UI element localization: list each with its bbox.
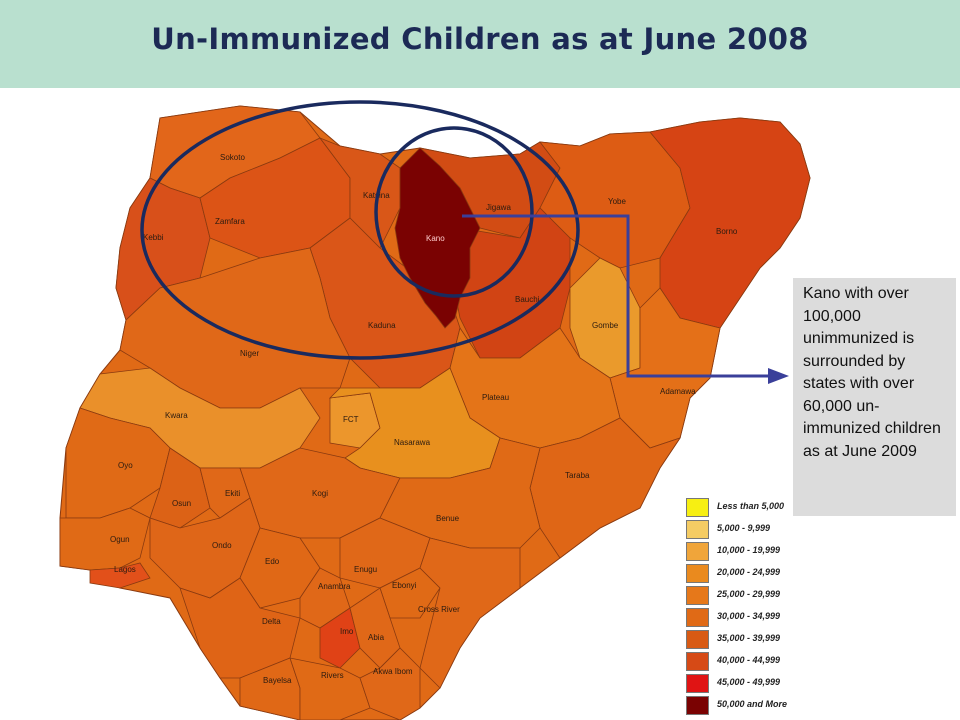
state-label-kwara: Kwara — [165, 411, 188, 420]
legend-item: Less than 5,000 — [683, 496, 791, 518]
title-bar: Un-Immunized Children as at June 2008 — [0, 0, 960, 88]
legend-swatch — [686, 542, 709, 561]
state-label-ogun: Ogun — [110, 535, 130, 544]
state-label-oyo: Oyo — [118, 461, 133, 470]
legend-item: 50,000 and More — [683, 694, 791, 716]
state-label-akwa-ibom: Akwa Ibom — [373, 667, 413, 676]
map-svg: Sokoto Zamfara Kebbi Katsina Kano Jigawa… — [59, 100, 811, 720]
legend-item: 45,000 - 49,999 — [683, 672, 791, 694]
state-delta — [179, 577, 301, 679]
legend-swatch — [686, 608, 709, 627]
legend-label: 45,000 - 49,999 — [717, 677, 781, 687]
state-label-kaduna: Kaduna — [368, 321, 396, 330]
legend-item: 5,000 - 9,999 — [683, 518, 791, 540]
inner-highlight-circle — [374, 126, 534, 298]
state-label-kogi: Kogi — [312, 489, 328, 498]
state-borno — [649, 117, 811, 329]
legend-label: 50,000 and More — [717, 699, 788, 709]
legend-swatch — [686, 630, 709, 649]
legend-swatch — [686, 586, 709, 605]
callout-note: Kano with over 100,000 unimmunized is su… — [793, 278, 956, 516]
state-label-ebonyi: Ebonyi — [392, 581, 417, 590]
state-label-bayelsa: Bayelsa — [263, 676, 292, 685]
slide-title: Un-Immunized Children as at June 2008 — [151, 22, 809, 56]
state-label-taraba: Taraba — [565, 471, 590, 480]
legend-item: 30,000 - 34,999 — [683, 606, 791, 628]
state-label-anambra: Anambra — [318, 582, 351, 591]
state-label-fct: FCT — [343, 415, 359, 424]
state-label-kebbi: Kebbi — [143, 233, 164, 242]
state-label-lagos: Lagos — [114, 565, 136, 574]
state-label-niger: Niger — [240, 349, 259, 358]
state-label-yobe: Yobe — [608, 197, 627, 206]
state-label-imo: Imo — [340, 627, 354, 636]
state-label-rivers: Rivers — [321, 671, 344, 680]
legend-label: 35,000 - 39,999 — [717, 633, 781, 643]
legend-item: 40,000 - 44,999 — [683, 650, 791, 672]
state-label-benue: Benue — [436, 514, 460, 523]
state-label-sokoto: Sokoto — [220, 153, 245, 162]
state-label-zamfara: Zamfara — [215, 217, 245, 226]
state-label-cross-river: Cross River — [418, 605, 460, 614]
legend-swatch — [686, 564, 709, 583]
legend-label: 10,000 - 19,999 — [717, 545, 781, 555]
state-label-ondo: Ondo — [212, 541, 232, 550]
legend-label: Less than 5,000 — [717, 501, 785, 511]
state-label-ekiti: Ekiti — [225, 489, 240, 498]
legend-label: 40,000 - 44,999 — [717, 655, 781, 665]
legend-swatch — [686, 674, 709, 693]
state-label-gombe: Gombe — [592, 321, 619, 330]
state-label-enugu: Enugu — [354, 565, 377, 574]
callout-arrowhead — [768, 368, 789, 384]
state-label-abia: Abia — [368, 633, 385, 642]
legend-label: 20,000 - 24,999 — [717, 567, 781, 577]
legend-item: 20,000 - 24,999 — [683, 562, 791, 584]
state-label-jigawa: Jigawa — [486, 203, 511, 212]
state-label-bauchi: Bauchi — [515, 295, 540, 304]
state-imo — [319, 607, 361, 669]
state-adamawa — [609, 287, 721, 449]
legend-label: 25,000 - 29,999 — [717, 589, 781, 599]
state-label-kano: Kano — [426, 234, 445, 243]
legend-label: 30,000 - 34,999 — [717, 611, 781, 621]
outer-highlight-ellipse — [140, 100, 580, 360]
legend-item: 35,000 - 39,999 — [683, 628, 791, 650]
state-label-delta: Delta — [262, 617, 281, 626]
state-cross-river — [419, 537, 521, 689]
legend-swatch — [686, 652, 709, 671]
state-label-nasarawa: Nasarawa — [394, 438, 431, 447]
state-kano — [394, 147, 481, 329]
state-akwa-ibom — [359, 647, 421, 720]
legend-swatch — [686, 520, 709, 539]
map-legend: Less than 5,000 5,000 - 9,999 10,000 - 1… — [683, 496, 791, 720]
legend-item: 25,000 - 29,999 — [683, 584, 791, 606]
state-lagos — [89, 562, 151, 589]
state-label-borno: Borno — [716, 227, 738, 236]
nigeria-map: Sokoto Zamfara Kebbi Katsina Kano Jigawa… — [0, 88, 960, 720]
state-label-osun: Osun — [172, 499, 191, 508]
legend-swatch — [686, 696, 709, 715]
callout-connector-line — [462, 214, 770, 378]
legend-item: 10,000 - 19,999 — [683, 540, 791, 562]
state-label-plateau: Plateau — [482, 393, 509, 402]
legend-swatch — [686, 498, 709, 517]
legend-label: 5,000 - 9,999 — [717, 523, 771, 533]
state-label-adamawa: Adamawa — [660, 387, 696, 396]
state-label-edo: Edo — [265, 557, 280, 566]
state-ogun — [59, 507, 151, 571]
